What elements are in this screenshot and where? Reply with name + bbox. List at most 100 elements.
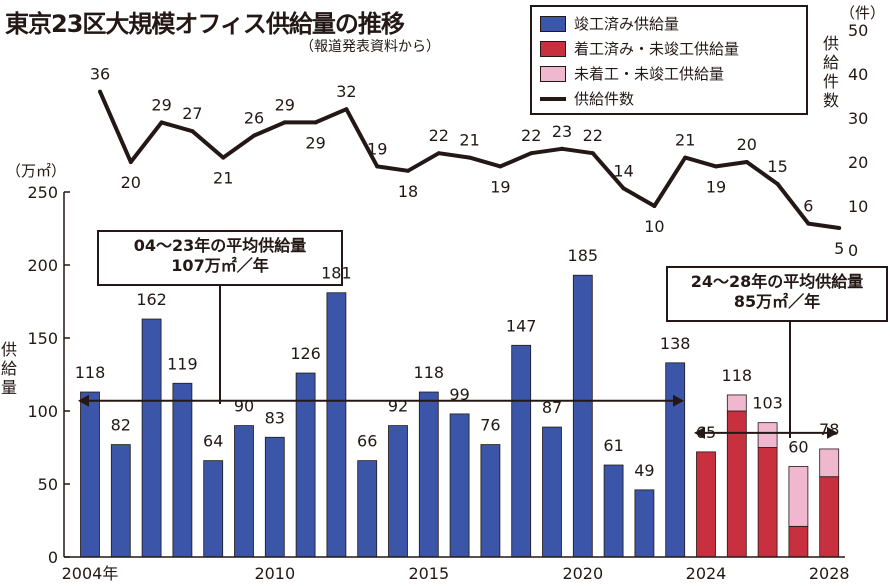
count-point: [467, 155, 472, 160]
right-axis-tick-label: 0: [848, 241, 858, 260]
bar-completed: [203, 460, 224, 558]
bar-completed: [388, 425, 408, 558]
legend-line-count: [540, 96, 566, 101]
bar-value-label: 103: [752, 394, 783, 413]
bar-value-label: 83: [265, 408, 285, 427]
count-point: [98, 89, 102, 94]
legend-item-not-started: 未着工・未竣工供給量: [540, 63, 724, 84]
avg-past-box: 04～23年の平均供給量 107万㎡／年: [97, 230, 343, 286]
bar-started: [757, 447, 778, 558]
count-point: [221, 155, 226, 160]
bar-not-started: [757, 422, 778, 448]
legend-item-started: 着工済み・未竣工供給量: [540, 38, 739, 59]
bar-completed: [110, 444, 131, 558]
bar-value-label: 65: [696, 423, 716, 442]
count-point: [621, 186, 626, 191]
count-point: [837, 226, 842, 230]
legend-label-count: 供給件数: [574, 90, 635, 108]
count-point: [806, 221, 811, 226]
count-value-label: 15: [767, 157, 787, 176]
bar-completed: [326, 292, 347, 558]
count-value-label: 19: [490, 177, 510, 196]
count-value-label: 5: [834, 239, 844, 258]
bar-completed: [234, 425, 254, 558]
avg-future-line1: 24～28年の平均供給量: [690, 272, 864, 291]
x-axis-tick-label: 2004年: [62, 564, 119, 583]
count-point: [683, 155, 688, 160]
count-value-label: 6: [803, 197, 813, 216]
count-point: [313, 120, 318, 125]
bar-value-label: 78: [819, 420, 839, 439]
count-value-label: 22: [429, 126, 449, 145]
legend-swatch-started: [540, 40, 566, 57]
count-value-label: 20: [737, 135, 757, 154]
x-axis-tick-label: 2028: [809, 564, 850, 583]
count-value-label: 21: [675, 131, 695, 150]
avg-future-line2: 85万㎡／年: [733, 292, 821, 311]
count-point: [652, 204, 657, 208]
count-value-label: 20: [121, 173, 141, 192]
count-point: [436, 151, 441, 156]
count-value-label: 27: [182, 104, 202, 123]
bar-completed: [264, 436, 285, 558]
chart-title: 東京23区大規模オフィス供給量の推移: [5, 10, 405, 38]
legend-label-not-started: 未着工・未竣工供給量: [574, 65, 725, 83]
bar-completed: [418, 391, 439, 558]
bar-started: [788, 525, 809, 558]
left-axis-tick-label: 0: [48, 548, 58, 567]
avg-past-line1: 04～23年の平均供給量: [133, 236, 307, 255]
count-point: [252, 133, 256, 138]
bar-completed: [80, 391, 100, 558]
x-axis-tick-label: 2024: [686, 564, 727, 583]
bar-value-label: 118: [75, 363, 106, 382]
count-point: [406, 168, 410, 173]
count-value-label: 21: [459, 131, 479, 150]
count-value-label: 19: [706, 177, 726, 196]
right-axis-tick-label: 10: [848, 197, 868, 216]
count-value-label: 21: [213, 169, 233, 188]
bar-value-label: 147: [506, 316, 537, 335]
bar-completed: [665, 362, 686, 558]
count-point: [375, 164, 380, 169]
left-axis-tick-label: 150: [27, 329, 58, 348]
bar-not-started: [819, 448, 840, 478]
bar-completed: [141, 318, 162, 558]
count-value-label: 10: [644, 217, 664, 236]
legend-item-completed: 竣工済み供給量: [540, 13, 679, 34]
avg-past-line2: 107万㎡／年: [171, 256, 269, 275]
avg-future-arrow-head-right: [827, 426, 838, 439]
legend: 竣工済み供給量 着工済み・未竣工供給量 未着工・未竣工供給量 供給件数: [530, 5, 808, 115]
legend-swatch-not-started: [540, 65, 566, 82]
avg-past-arrow-head-left: [78, 394, 89, 407]
bar-completed: [542, 426, 562, 558]
bar-value-label: 61: [603, 436, 623, 455]
bar-completed: [357, 460, 378, 558]
legend-label-started: 着工済み・未竣工供給量: [574, 40, 740, 58]
bar-completed: [449, 413, 470, 558]
count-value-label: 36: [90, 65, 110, 84]
count-point: [529, 151, 534, 156]
count-value-label: 19: [367, 139, 387, 158]
bar-value-label: 64: [203, 432, 223, 451]
bar-value-label: 118: [414, 363, 445, 382]
bar-value-label: 66: [357, 432, 377, 451]
count-value-label: 22: [521, 126, 541, 145]
x-axis-tick-label: 2015: [408, 564, 449, 583]
bar-value-label: 119: [167, 354, 198, 373]
count-value-label: 32: [336, 82, 356, 101]
bar-value-label: 118: [722, 366, 753, 385]
bar-completed: [603, 464, 624, 558]
bar-value-label: 92: [388, 397, 408, 416]
x-axis-tick-label: 2020: [562, 564, 603, 583]
avg-future-arrow-head-left: [694, 426, 705, 439]
count-point: [714, 164, 718, 169]
bar-value-label: 49: [634, 461, 654, 480]
count-point: [498, 164, 503, 169]
right-axis-title: 供給件数: [822, 34, 839, 110]
count-value-label: 29: [305, 133, 325, 152]
count-value-label: 22: [583, 126, 603, 145]
bar-started: [696, 451, 716, 558]
chart-subtitle: （報道発表資料から）: [300, 39, 440, 55]
bar-value-label: 185: [568, 246, 599, 265]
right-axis-tick-label: 40: [848, 65, 868, 84]
